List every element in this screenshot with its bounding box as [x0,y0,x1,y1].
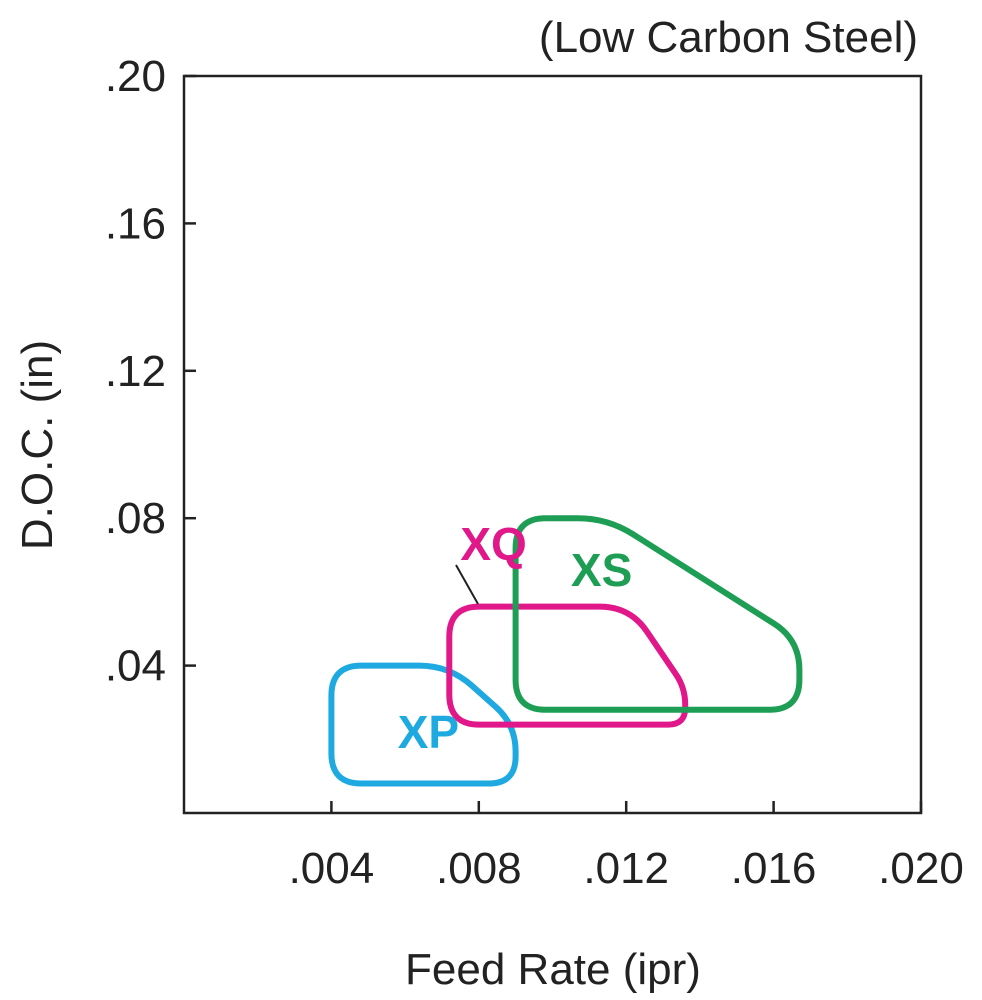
regions [328,515,803,787]
y-tick-label: .04 [105,642,166,691]
y-tick-label: .12 [105,347,166,396]
y-tick-label: .08 [105,494,166,543]
x-tick-label: .020 [878,844,964,893]
region-labels: XP XQ XS [398,518,633,758]
plot-frame [182,74,923,815]
y-axis: .04 .08 .12 .16 .20 [105,52,196,691]
x-tick-label: .004 [289,844,375,893]
y-axis-title: D.O.C. (in) [13,340,62,550]
x-axis: .004 .008 .012 .016 .020 [289,801,964,893]
x-tick-label: .016 [731,844,817,893]
region-xs [512,515,803,713]
y-tick-label: .16 [105,199,166,248]
region-label-xp: XP [398,706,459,758]
region-label-xq: XQ [460,518,526,570]
region-label-xs: XS [571,544,632,596]
x-axis-title: Feed Rate (ipr) [405,945,701,994]
chart-subtitle: (Low Carbon Steel) [539,13,918,62]
x-tick-label: .012 [583,844,669,893]
x-tick-label: .008 [436,844,522,893]
y-tick-label: .20 [105,52,166,101]
xq-leader-line [455,564,479,605]
